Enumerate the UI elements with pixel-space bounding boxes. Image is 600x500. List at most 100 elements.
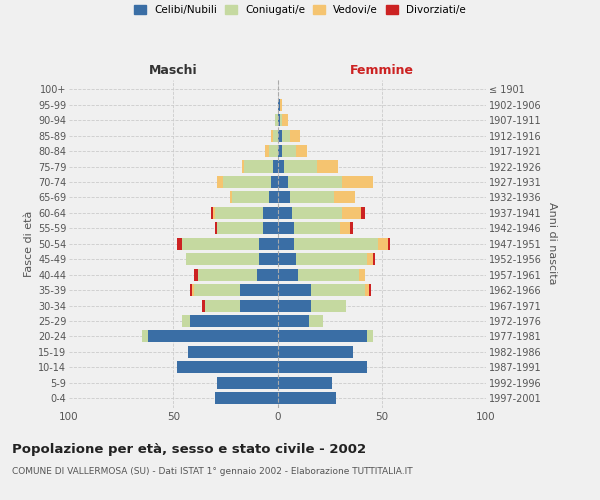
Bar xyxy=(188,346,277,358)
Bar xyxy=(244,160,274,172)
Bar xyxy=(274,160,277,172)
Bar xyxy=(194,284,240,296)
Text: COMUNE DI VALLERMOSA (SU) - Dati ISTAT 1° gennaio 2002 - Elaborazione TUTTITALIA: COMUNE DI VALLERMOSA (SU) - Dati ISTAT 1… xyxy=(12,468,413,476)
Bar xyxy=(342,207,361,219)
Bar xyxy=(217,176,223,188)
Bar xyxy=(361,207,365,219)
Bar xyxy=(194,268,198,280)
Bar xyxy=(277,377,332,389)
Bar xyxy=(277,253,296,265)
Bar xyxy=(277,330,367,342)
Bar xyxy=(259,253,277,265)
Bar xyxy=(296,145,307,157)
Bar xyxy=(334,192,355,203)
Bar xyxy=(290,130,301,141)
Legend: Celibi/Nubili, Coniugati/e, Vedovi/e, Divorziati/e: Celibi/Nubili, Coniugati/e, Vedovi/e, Di… xyxy=(134,5,466,15)
Bar xyxy=(280,98,281,110)
Bar xyxy=(148,330,277,342)
Y-axis label: Fasce di età: Fasce di età xyxy=(23,210,34,277)
Bar xyxy=(277,207,292,219)
Bar xyxy=(277,192,290,203)
Bar xyxy=(232,192,269,203)
Bar xyxy=(340,222,350,234)
Text: Popolazione per età, sesso e stato civile - 2002: Popolazione per età, sesso e stato civil… xyxy=(12,442,366,456)
Bar xyxy=(350,222,353,234)
Bar xyxy=(240,300,277,312)
Bar xyxy=(178,238,182,250)
Bar xyxy=(182,238,259,250)
Bar xyxy=(198,268,257,280)
Bar xyxy=(296,253,367,265)
Bar xyxy=(377,238,388,250)
Bar xyxy=(271,176,277,188)
Bar xyxy=(182,315,190,327)
Bar xyxy=(277,160,284,172)
Bar xyxy=(288,176,342,188)
Bar xyxy=(259,238,277,250)
Y-axis label: Anni di nascita: Anni di nascita xyxy=(547,202,557,285)
Bar xyxy=(373,253,376,265)
Bar xyxy=(192,284,194,296)
Bar xyxy=(281,114,288,126)
Bar xyxy=(190,284,192,296)
Bar xyxy=(298,268,359,280)
Bar xyxy=(277,238,294,250)
Bar xyxy=(388,238,390,250)
Bar xyxy=(213,207,215,219)
Bar xyxy=(257,268,277,280)
Bar xyxy=(277,98,280,110)
Bar xyxy=(292,207,342,219)
Bar xyxy=(277,362,367,374)
Bar xyxy=(271,130,274,141)
Bar xyxy=(369,284,371,296)
Bar xyxy=(317,160,338,172)
Bar xyxy=(240,284,277,296)
Bar xyxy=(311,284,365,296)
Bar xyxy=(309,315,323,327)
Bar xyxy=(359,268,365,280)
Text: Maschi: Maschi xyxy=(149,64,197,78)
Bar xyxy=(202,300,205,312)
Bar xyxy=(277,114,280,126)
Text: Femmine: Femmine xyxy=(350,64,414,78)
Bar xyxy=(215,222,217,234)
Bar xyxy=(281,130,290,141)
Bar xyxy=(277,315,309,327)
Bar xyxy=(280,114,281,126)
Bar xyxy=(342,176,373,188)
Bar xyxy=(215,392,277,404)
Bar xyxy=(277,130,281,141)
Bar xyxy=(294,238,377,250)
Bar xyxy=(223,176,271,188)
Bar xyxy=(263,207,277,219)
Bar xyxy=(277,268,298,280)
Bar xyxy=(277,222,294,234)
Bar xyxy=(277,176,288,188)
Bar xyxy=(215,207,263,219)
Bar xyxy=(367,330,373,342)
Bar xyxy=(274,130,277,141)
Bar xyxy=(277,346,353,358)
Bar xyxy=(367,253,373,265)
Bar xyxy=(269,192,277,203)
Bar xyxy=(277,300,311,312)
Bar xyxy=(217,377,277,389)
Bar xyxy=(294,222,340,234)
Bar xyxy=(290,192,334,203)
Bar xyxy=(211,207,213,219)
Bar xyxy=(178,362,277,374)
Bar xyxy=(277,392,336,404)
Bar xyxy=(284,160,317,172)
Bar xyxy=(263,222,277,234)
Bar xyxy=(230,192,232,203)
Bar xyxy=(281,145,296,157)
Bar xyxy=(190,315,277,327)
Bar xyxy=(277,145,281,157)
Bar xyxy=(275,114,277,126)
Bar xyxy=(265,145,269,157)
Bar xyxy=(186,253,259,265)
Bar xyxy=(242,160,244,172)
Bar xyxy=(269,145,277,157)
Bar xyxy=(205,300,240,312)
Bar xyxy=(142,330,148,342)
